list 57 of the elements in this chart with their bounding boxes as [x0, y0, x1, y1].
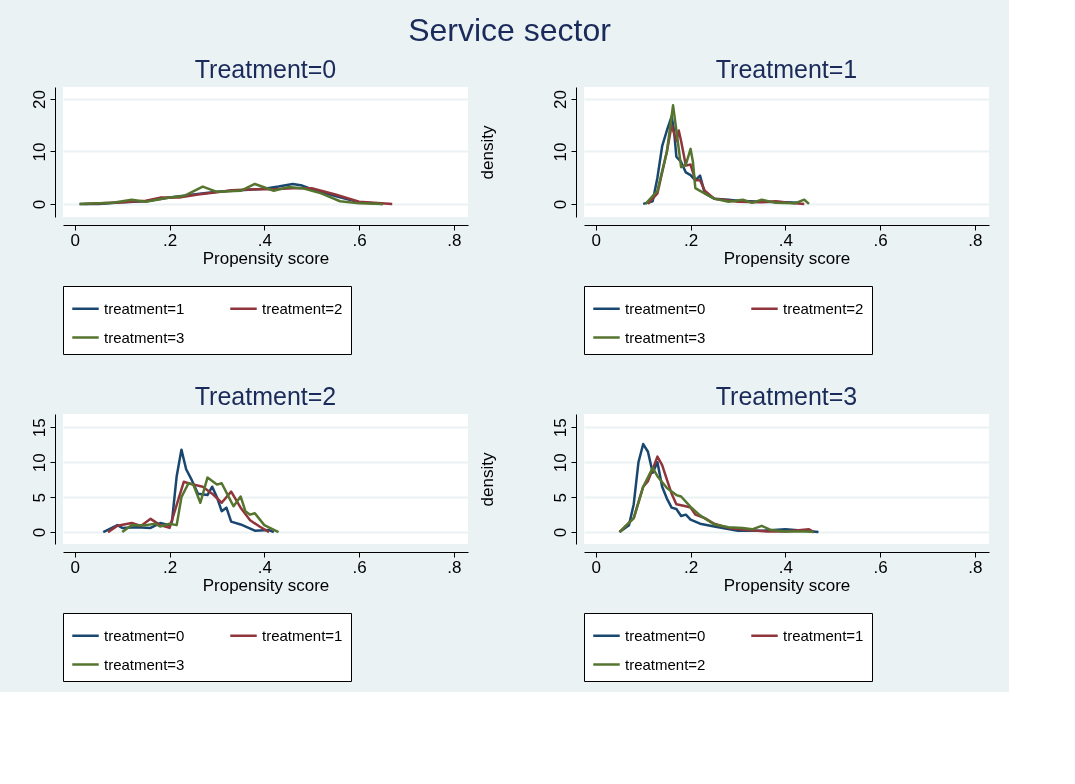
legend-label: treatment=0 — [104, 626, 185, 644]
legend-label: treatment=2 — [625, 655, 706, 673]
y-tick-label: 20 — [29, 90, 49, 110]
x-tick-label: .2 — [683, 230, 699, 250]
legend-label: treatment=0 — [625, 299, 706, 317]
legend-label: treatment=3 — [625, 328, 706, 346]
x-tick-label: .4 — [257, 230, 272, 250]
x-tick-label: 0 — [70, 230, 81, 250]
y-axis-title: density — [477, 125, 497, 180]
y-tick-label: 0 — [550, 199, 570, 210]
x-tick-label: .2 — [162, 557, 178, 577]
x-tick-label: .6 — [873, 230, 888, 250]
chart-title: Treatment=3 — [715, 382, 858, 410]
x-tick-label: .2 — [683, 557, 699, 577]
y-tick-label: 10 — [29, 142, 49, 162]
y-tick-label: 10 — [29, 453, 49, 473]
y-tick-label: 15 — [550, 418, 570, 438]
x-tick-label: .2 — [162, 230, 178, 250]
legend-label: treatment=1 — [262, 626, 343, 644]
legend-label: treatment=2 — [783, 299, 864, 317]
y-tick-label: 20 — [550, 90, 570, 110]
y-tick-label: 10 — [550, 453, 570, 473]
y-tick-label: 5 — [550, 492, 570, 503]
x-axis-title: Propensity score — [202, 248, 330, 268]
x-axis-title: Propensity score — [723, 248, 851, 268]
x-tick-label: 0 — [591, 557, 602, 577]
text: Service sector — [408, 12, 612, 48]
y-tick-label: 0 — [29, 527, 49, 538]
y-tick-label: 0 — [550, 527, 570, 538]
chart-title: Treatment=1 — [715, 55, 858, 83]
y-tick-label: 10 — [550, 142, 570, 162]
x-tick-label: .4 — [778, 230, 793, 250]
y-tick-label: 15 — [29, 418, 49, 438]
x-tick-label: 0 — [591, 230, 602, 250]
legend-label: treatment=3 — [104, 328, 185, 346]
legend-label: treatment=2 — [262, 299, 343, 317]
x-tick-label: .8 — [447, 230, 462, 250]
y-tick-label: 5 — [29, 492, 49, 503]
chart-title: Treatment=2 — [194, 382, 337, 410]
x-tick-label: .4 — [778, 557, 793, 577]
legend-label: treatment=3 — [104, 655, 185, 673]
legend-label: treatment=1 — [104, 299, 185, 317]
x-tick-label: .8 — [968, 557, 983, 577]
y-axis-title: density — [477, 452, 497, 507]
x-tick-label: .4 — [257, 557, 272, 577]
legend-label: treatment=1 — [783, 626, 864, 644]
x-tick-label: .6 — [873, 557, 888, 577]
x-tick-label: .6 — [352, 557, 367, 577]
x-axis-title: Propensity score — [723, 575, 851, 595]
x-axis-title: Propensity score — [202, 575, 330, 595]
legend-label: treatment=0 — [625, 626, 706, 644]
y-tick-label: 0 — [29, 199, 49, 210]
chart-title: Treatment=0 — [194, 55, 337, 83]
x-tick-label: .8 — [447, 557, 462, 577]
x-tick-label: .8 — [968, 230, 983, 250]
x-tick-label: 0 — [70, 557, 81, 577]
x-tick-label: .6 — [352, 230, 367, 250]
